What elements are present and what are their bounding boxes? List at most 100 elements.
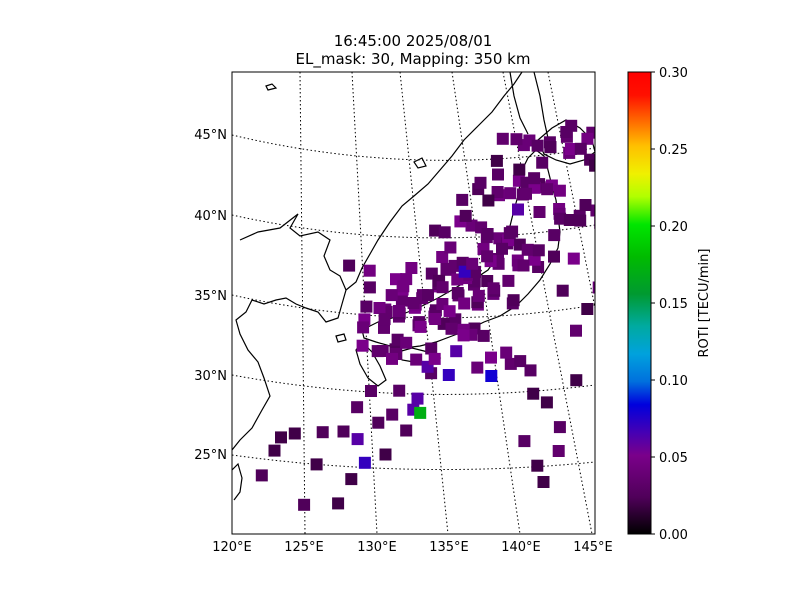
lon-tick-140: 140°E xyxy=(501,540,541,555)
roti-point xyxy=(332,497,345,510)
lon-tick-145: 145°E xyxy=(573,540,613,555)
title-line-2: EL_mask: 30, Mapping: 350 km xyxy=(296,50,531,69)
lat-tick-25: 25°N xyxy=(194,448,227,463)
roti-point xyxy=(255,469,268,482)
roti-point xyxy=(567,252,580,265)
roti-point xyxy=(429,224,442,237)
roti-point xyxy=(288,427,301,440)
roti-point xyxy=(438,226,451,239)
roti-point xyxy=(378,313,391,326)
colorbar-tick-3: 0.15 xyxy=(659,297,688,312)
roti-point xyxy=(527,387,540,400)
roti-point xyxy=(528,172,541,185)
lon-tick-130: 130°E xyxy=(357,540,397,555)
roti-point xyxy=(513,163,526,176)
coastlines xyxy=(232,72,595,501)
roti-point xyxy=(553,421,566,434)
roti-point xyxy=(500,346,513,359)
colorbar-tick-6: 0.30 xyxy=(659,66,688,81)
roti-point xyxy=(481,250,494,263)
roti-point xyxy=(466,257,479,270)
roti-point xyxy=(456,193,469,206)
map-area xyxy=(232,72,617,534)
map-frame xyxy=(231,71,596,535)
roti-point xyxy=(548,250,560,263)
roti-point xyxy=(600,167,612,179)
title-line-1: 16:45:00 2025/08/01 xyxy=(334,32,493,50)
roti-point xyxy=(365,385,377,397)
roti-point xyxy=(586,126,595,139)
roti-point xyxy=(386,408,399,421)
roti-point xyxy=(400,424,413,437)
roti-point xyxy=(490,154,503,167)
roti-point xyxy=(443,305,456,318)
roti-point xyxy=(528,253,541,266)
roti-point xyxy=(503,227,516,240)
roti-point xyxy=(520,187,532,200)
roti-point xyxy=(393,384,406,397)
roti-point xyxy=(445,322,458,335)
roti-observation-points xyxy=(255,119,617,511)
roti-point xyxy=(379,448,392,461)
roti-point xyxy=(351,433,364,446)
roti-point xyxy=(414,320,427,333)
colorbar-tick-5: 0.25 xyxy=(659,143,688,158)
colorbar-tick-4: 0.20 xyxy=(659,220,688,235)
roti-point xyxy=(411,392,424,405)
roti-point xyxy=(541,183,554,196)
roti-point xyxy=(496,242,508,255)
roti-point xyxy=(451,287,464,299)
roti-point xyxy=(442,369,455,381)
roti-point xyxy=(485,370,498,382)
colorbar-tick-0: 0.00 xyxy=(659,528,688,543)
roti-point xyxy=(428,352,441,365)
roti-point xyxy=(485,351,497,364)
roti-point xyxy=(275,431,287,444)
lon-tick-125: 125°E xyxy=(284,540,324,555)
roti-point xyxy=(502,274,515,287)
roti-point xyxy=(465,219,478,232)
colorbar-tick-2: 0.10 xyxy=(659,374,688,389)
roti-point xyxy=(458,297,471,310)
roti-point xyxy=(502,234,515,247)
roti-point xyxy=(518,435,531,448)
roti-point xyxy=(351,401,364,414)
roti-point xyxy=(356,339,369,352)
roti-point xyxy=(343,259,356,272)
roti-point xyxy=(590,204,595,217)
roti-point xyxy=(589,159,595,172)
roti-point xyxy=(574,142,587,155)
roti-point xyxy=(544,141,557,154)
roti-point xyxy=(514,355,527,368)
roti-point xyxy=(385,289,398,302)
roti-point xyxy=(410,353,423,366)
roti-point xyxy=(371,345,384,358)
roti-point xyxy=(524,364,537,377)
roti-point xyxy=(400,273,413,286)
roti-point xyxy=(570,374,583,387)
roti-point xyxy=(450,345,463,358)
roti-point xyxy=(491,186,504,198)
roti-point xyxy=(512,203,524,216)
roti-point xyxy=(357,321,370,334)
map-gridlines xyxy=(232,72,595,534)
roti-point xyxy=(474,176,487,189)
roti-point xyxy=(492,168,504,181)
colorbar-tick-1: 0.05 xyxy=(659,451,688,466)
lat-tick-40: 40°N xyxy=(194,209,227,224)
roti-point xyxy=(363,281,376,294)
roti-point xyxy=(540,396,553,409)
roti-point xyxy=(407,297,420,309)
roti-point xyxy=(298,498,311,511)
roti-point xyxy=(605,161,617,173)
roti-point xyxy=(482,194,495,207)
roti-point xyxy=(471,361,484,374)
roti-point xyxy=(405,262,418,274)
roti-point xyxy=(414,406,427,419)
roti-point xyxy=(552,445,565,457)
roti-point xyxy=(504,187,517,200)
roti-point xyxy=(393,305,405,317)
roti-point xyxy=(532,244,545,257)
roti-point xyxy=(574,214,587,227)
roti-point xyxy=(337,425,350,438)
